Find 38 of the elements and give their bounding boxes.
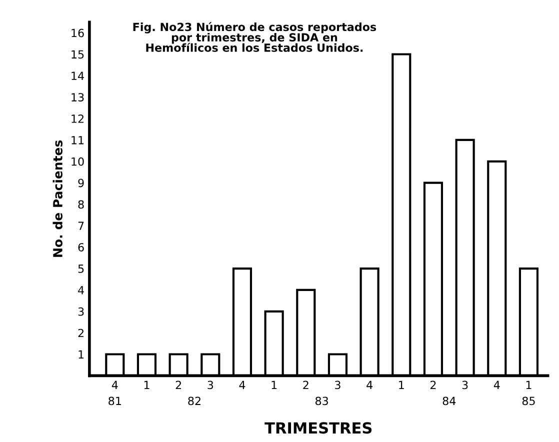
x-tick-label: 4	[494, 380, 500, 390]
x-tick-label: 2	[303, 380, 308, 390]
text: Fig. No23 Número de casos reportados por trimestres, de SIDA en Hemofílicos en los Estados Unidos.	[133, 22, 376, 52]
y-tick-label: 12	[72, 114, 84, 123]
x-tick-label: 1	[399, 380, 404, 390]
x-tick-label: 2	[430, 380, 436, 390]
y-tick-label: 3	[78, 307, 84, 316]
y-tick-label: 13	[72, 93, 84, 102]
y-tick-label: 16	[72, 28, 84, 38]
text: 85	[522, 396, 535, 406]
y-tick-label: 5	[78, 264, 84, 273]
x-tick-label: 3	[462, 380, 468, 390]
text: 82	[188, 396, 200, 406]
text: 83	[315, 396, 328, 406]
text: 81	[108, 396, 121, 406]
x-tick-label: 1	[144, 380, 150, 390]
y-tick-label: 10	[72, 157, 84, 166]
y-axis-title: No. de Pacientes	[52, 140, 62, 257]
y-tick-label: 15	[72, 50, 84, 59]
x-tick-label: 4	[112, 380, 118, 390]
x-tick-label: 3	[208, 380, 214, 390]
y-tick-label: 4	[78, 286, 84, 294]
text: 84	[442, 396, 456, 406]
y-tick-label: 2	[78, 328, 84, 338]
y-tick-label: 7	[78, 222, 84, 230]
y-tick-label: 8	[78, 200, 84, 209]
x-axis-title: TRIMESTRES	[264, 422, 372, 434]
x-tick-label: 3	[335, 380, 340, 390]
y-tick-label: 1	[78, 350, 84, 358]
y-tick-label: 9	[78, 178, 84, 188]
x-tick-label: 1	[272, 380, 277, 390]
x-tick-label: 4	[366, 380, 372, 390]
y-tick-label: 11	[72, 136, 84, 144]
x-tick-label: 2	[176, 380, 181, 390]
y-tick-label: 14	[72, 72, 84, 80]
x-tick-label: 4	[239, 380, 246, 390]
x-tick-label: 1	[526, 380, 532, 390]
y-tick-label: 6	[78, 243, 84, 252]
